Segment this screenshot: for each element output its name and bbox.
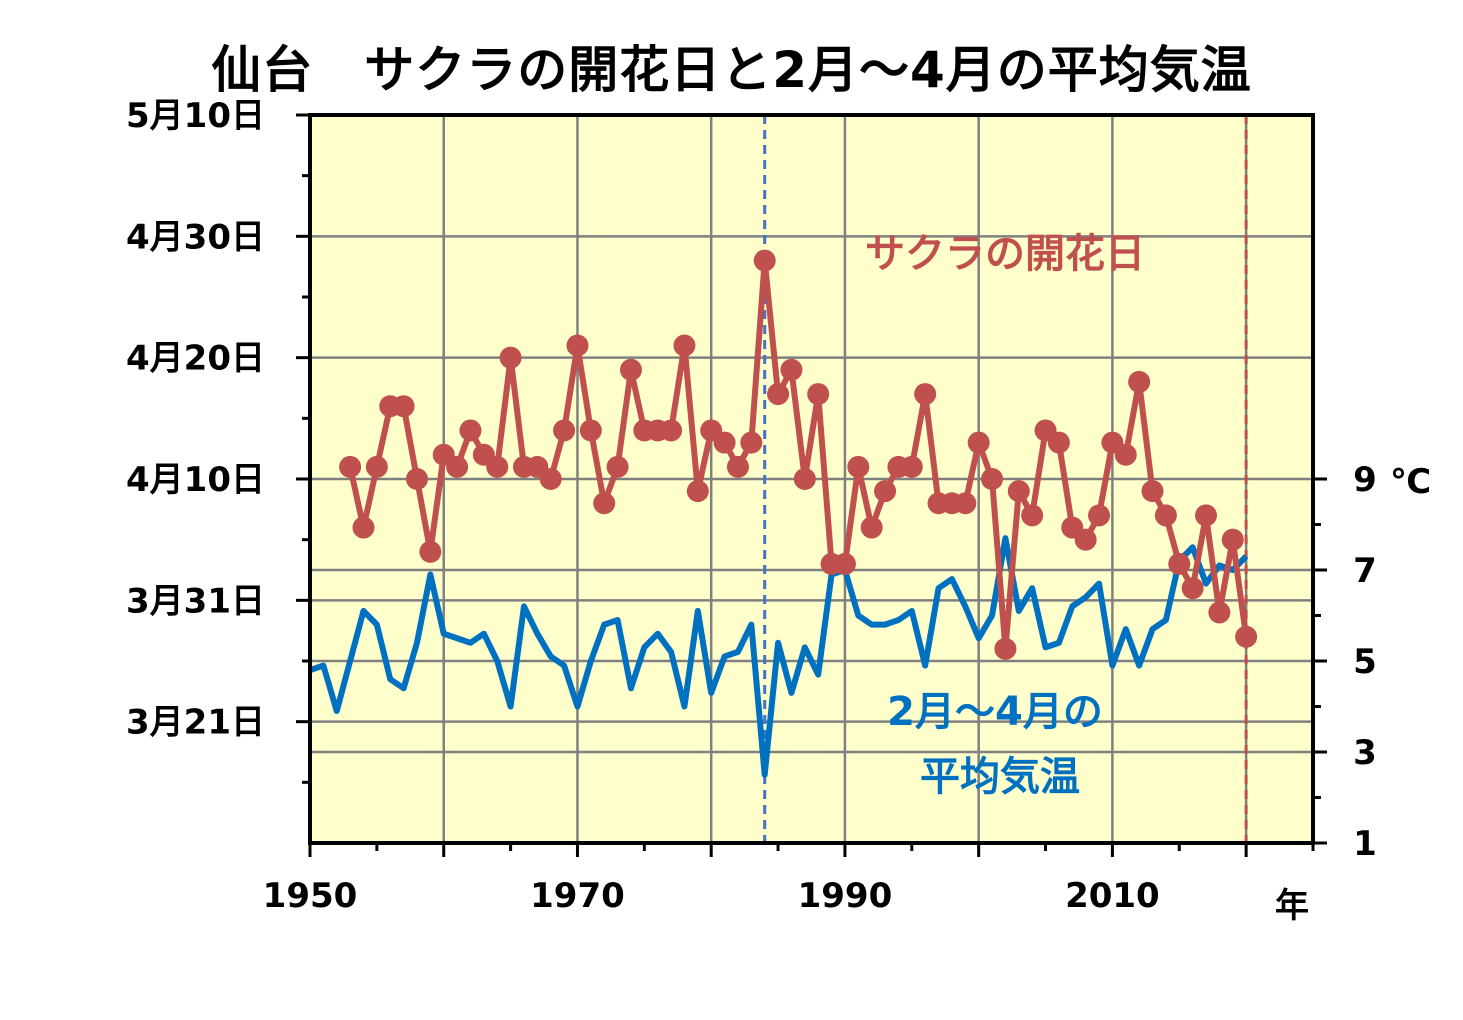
sakura-point bbox=[753, 249, 776, 272]
reference-lines bbox=[763, 115, 1248, 843]
sakura-point bbox=[566, 334, 589, 357]
sakura-point bbox=[446, 455, 469, 478]
sakura-point bbox=[900, 455, 923, 478]
sakura-point bbox=[579, 419, 602, 442]
sakura-point bbox=[1128, 370, 1151, 393]
right-tick-label: 1 bbox=[1353, 824, 1377, 864]
sakura-point bbox=[1154, 504, 1177, 527]
sakura-point bbox=[673, 334, 696, 357]
left-tick-label: 3月21日 bbox=[126, 703, 265, 743]
sakura-point bbox=[405, 468, 428, 490]
sakura-point bbox=[860, 516, 883, 539]
sakura-point bbox=[994, 637, 1017, 660]
sakura-point bbox=[660, 419, 683, 442]
sakura-point bbox=[726, 455, 749, 478]
annotation-sakura: サクラの開花日 bbox=[865, 231, 1145, 277]
sakura-point bbox=[459, 419, 482, 442]
sakura-point bbox=[486, 455, 509, 478]
sakura-point bbox=[499, 346, 522, 369]
sakura-point bbox=[847, 455, 870, 478]
sakura-point bbox=[1047, 431, 1070, 454]
sakura-point bbox=[767, 383, 790, 406]
sakura-point bbox=[1007, 480, 1030, 503]
sakura-point bbox=[1021, 504, 1044, 527]
sakura-point bbox=[780, 358, 803, 381]
left-axis-labels: 3月21日 3月31日 4月10日 4月20日 4月30日 5月10日 bbox=[126, 96, 265, 743]
right-tick-label: 3 bbox=[1353, 733, 1377, 773]
sakura-series bbox=[339, 249, 1258, 660]
sakura-point bbox=[339, 455, 362, 478]
left-tick-label: 3月31日 bbox=[126, 581, 265, 621]
x-axis-label: 年 bbox=[1275, 886, 1309, 926]
sakura-point bbox=[981, 468, 1004, 490]
x-tick-label: 1950 bbox=[263, 876, 358, 916]
left-tick-label: 4月20日 bbox=[126, 339, 265, 379]
x-axis-labels: 1950 1970 1990 2010 bbox=[263, 876, 1160, 916]
sakura-point bbox=[1088, 504, 1111, 527]
sakura-point bbox=[553, 419, 576, 442]
sakura-point bbox=[713, 431, 736, 454]
annotation-temp-line1: 2月～4月の bbox=[887, 689, 1103, 735]
sakura-point bbox=[1114, 443, 1137, 466]
sakura-point bbox=[807, 383, 830, 406]
left-tick-label: 4月10日 bbox=[126, 460, 265, 500]
sakura-point bbox=[1141, 480, 1164, 503]
sakura-point bbox=[740, 431, 763, 454]
right-tick-label: 7 bbox=[1353, 551, 1377, 591]
temperature-line bbox=[309, 535, 1249, 778]
sakura-point bbox=[686, 480, 709, 503]
sakura-point bbox=[593, 492, 616, 515]
right-tick-label: 5 bbox=[1353, 642, 1377, 682]
sakura-point bbox=[833, 552, 856, 575]
plot-border bbox=[308, 113, 1315, 845]
sakura-point bbox=[874, 480, 897, 503]
sakura-point bbox=[352, 516, 375, 539]
sakura-point bbox=[606, 455, 629, 478]
x-tick-label: 1970 bbox=[530, 876, 625, 916]
sakura-point bbox=[1221, 528, 1244, 551]
sakura-point bbox=[1168, 552, 1191, 575]
x-tick-label: 2010 bbox=[1065, 876, 1160, 916]
sakura-point bbox=[1074, 528, 1097, 551]
sakura-point bbox=[539, 468, 562, 490]
sakura-point bbox=[1235, 625, 1258, 648]
left-tick-label: 4月30日 bbox=[126, 217, 265, 257]
sakura-point bbox=[1195, 504, 1218, 527]
sakura-point bbox=[419, 540, 442, 563]
sakura-point bbox=[967, 431, 990, 454]
right-axis-labels: 1 3 5 7 9 bbox=[1353, 460, 1377, 864]
sakura-point bbox=[914, 383, 937, 406]
temperature-series bbox=[309, 535, 1249, 778]
chart-title: 仙台 サクラの開花日と2月～4月の平均気温 bbox=[211, 41, 1252, 99]
sakura-point bbox=[793, 468, 816, 490]
left-tick-label: 5月10日 bbox=[126, 96, 265, 136]
annotation-temp-line2: 平均気温 bbox=[920, 754, 1080, 800]
sakura-point bbox=[1181, 577, 1204, 600]
x-tick-label: 1990 bbox=[798, 876, 893, 916]
sakura-point bbox=[365, 455, 388, 478]
right-axis-unit: ℃ bbox=[1390, 462, 1431, 502]
sakura-point bbox=[1208, 601, 1231, 624]
sakura-point bbox=[619, 358, 642, 381]
sakura-point bbox=[954, 492, 977, 515]
right-tick-label: 9 bbox=[1353, 460, 1377, 500]
sakura-point bbox=[392, 395, 415, 418]
